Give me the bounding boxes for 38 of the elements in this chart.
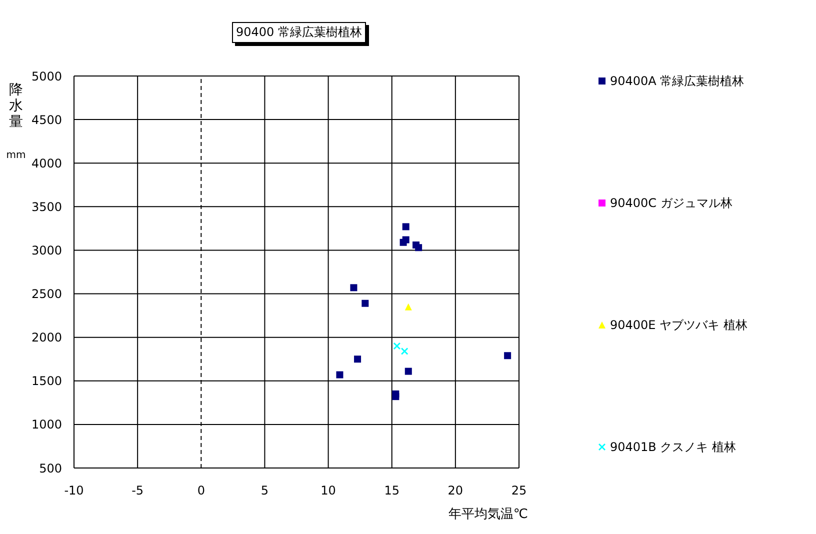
y-tick-label: 500 — [39, 461, 62, 476]
y-tick-label: 4500 — [31, 112, 62, 127]
point — [354, 356, 362, 363]
legend-label: 90400E ヤブツバキ 植林 — [610, 316, 748, 334]
y-tick-label: 4000 — [31, 156, 62, 170]
point — [504, 352, 512, 360]
point — [393, 342, 401, 350]
point — [336, 371, 344, 378]
legend-label: 90400C ガジュマル林 — [610, 194, 732, 212]
point — [402, 223, 410, 230]
y-tick-label: 3500 — [31, 200, 62, 214]
x-tick-label: -10 — [64, 484, 84, 498]
x-tick-label: 20 — [448, 484, 464, 498]
y-tick-label: 5000 — [31, 69, 62, 84]
point — [392, 393, 400, 400]
x-tick-label: 10 — [320, 484, 336, 498]
y-tick-label: 1500 — [31, 374, 62, 388]
point — [400, 348, 408, 355]
point — [404, 368, 412, 375]
text: 降水量 mm — [6, 82, 26, 161]
x-axis-title: 年平均気温℃ — [448, 506, 528, 523]
legend-label: 90400A 常緑広葉樹植林 — [610, 72, 744, 90]
chart-title: 90400 常緑広葉樹植林 — [232, 22, 366, 43]
point — [404, 303, 412, 310]
y-tick-label: 1000 — [31, 418, 62, 432]
point — [350, 284, 358, 292]
legend-label: 90401B クスノキ 植林 — [610, 438, 736, 456]
y-tick-label: 3000 — [31, 243, 62, 258]
point — [362, 300, 369, 307]
point — [400, 238, 407, 246]
y-tick-label: 2500 — [31, 287, 62, 302]
x-tick-label: -5 — [132, 484, 144, 498]
x-tick-label: 0 — [197, 484, 205, 498]
x-tick-label: 5 — [260, 484, 269, 498]
x-tick-label: 25 — [511, 484, 527, 498]
x-tick-label: 15 — [384, 484, 400, 498]
point — [415, 244, 422, 252]
y-tick-label: 2000 — [31, 330, 62, 345]
